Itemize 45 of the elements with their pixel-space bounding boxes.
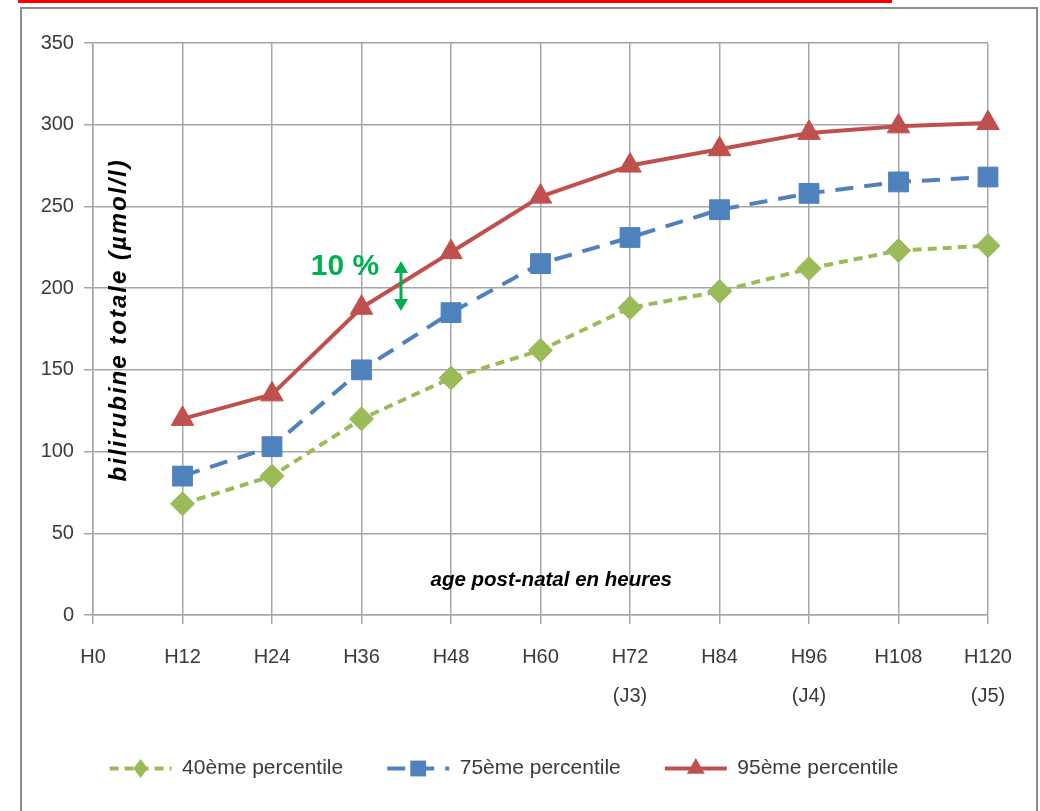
legend-label: 40ème percentile <box>182 755 344 779</box>
point <box>528 337 553 363</box>
y-tick-label: 50 <box>51 520 74 543</box>
point <box>261 436 283 458</box>
y-tick-label: 0 <box>62 602 74 625</box>
point <box>709 199 730 221</box>
point <box>259 463 285 489</box>
x-tick-label: H0 <box>80 645 106 668</box>
y-tick-label: 300 <box>40 112 74 135</box>
point <box>619 227 641 248</box>
x-tick-label: H12 <box>164 645 201 668</box>
point <box>440 302 462 324</box>
x-tick-label: H48 <box>432 645 470 668</box>
point <box>707 278 732 304</box>
point <box>617 295 643 321</box>
point <box>888 171 909 193</box>
x-tick-label: H84 <box>701 645 738 668</box>
point <box>975 233 1001 259</box>
annotation: 10 % <box>310 248 380 282</box>
point <box>349 406 374 432</box>
x-tick-label: H120 (J5) <box>964 645 1012 707</box>
x-axis-title: age post-natal en heures <box>430 566 672 590</box>
point <box>172 465 193 487</box>
point <box>170 491 195 517</box>
y-axis-title: bilirubine totale (µmol/l) <box>103 158 131 482</box>
x-tick-label: H36 <box>343 645 380 668</box>
x-tick-label: H108 <box>874 645 923 668</box>
y-tick-label: 150 <box>40 357 74 380</box>
point <box>530 253 551 275</box>
point <box>977 166 999 188</box>
y-tick-label: 350 <box>40 30 74 53</box>
x-tick-label: H72 (J3) <box>611 645 649 707</box>
point <box>796 256 822 282</box>
x-tick-label: H60 <box>522 645 559 668</box>
point <box>351 359 372 381</box>
y-tick-label: 200 <box>40 275 74 298</box>
point <box>886 238 911 264</box>
legend-label: 75ème percentile <box>459 755 621 779</box>
point <box>438 365 464 391</box>
x-tick-label: H24 <box>253 645 291 668</box>
legend-label: 95ème percentile <box>737 755 899 779</box>
y-tick-label: 250 <box>40 193 74 216</box>
x-tick-label: H96 (J4) <box>790 645 828 707</box>
y-tick-label: 100 <box>40 439 74 462</box>
point <box>798 182 820 204</box>
